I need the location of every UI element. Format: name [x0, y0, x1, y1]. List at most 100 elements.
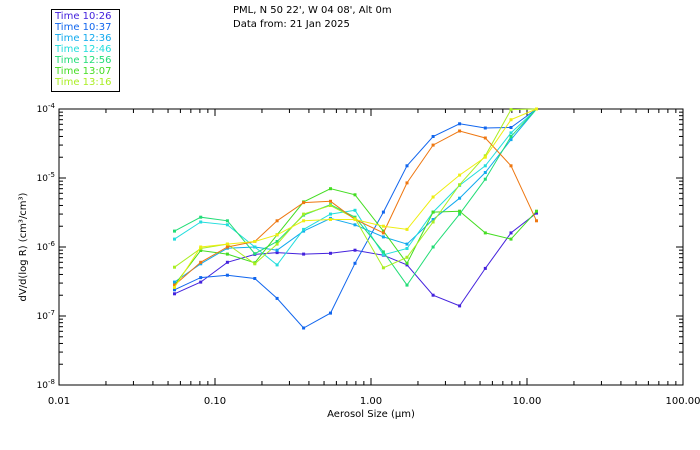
data-point [431, 218, 435, 221]
data-point [483, 136, 487, 140]
data-point [458, 212, 462, 216]
data-point [275, 251, 279, 255]
data-point [302, 229, 306, 233]
data-point [173, 280, 176, 284]
date-header: Data from: 21 Jan 2025 [233, 19, 350, 30]
data-point [173, 292, 176, 296]
data-point [302, 219, 306, 223]
data-point [381, 235, 385, 239]
data-point [353, 261, 357, 265]
legend-entry: Time 12:56 [55, 55, 112, 66]
data-point [199, 215, 203, 219]
legend-entry: Time 12:46 [55, 44, 112, 55]
data-point [253, 277, 257, 280]
y-tick-exponent: -4 [48, 102, 56, 110]
legend: Time 10:26 Time 10:37 Time 12:36 Time 12:46… [51, 9, 120, 92]
data-point [535, 209, 538, 213]
data-point [431, 143, 435, 147]
data-point [329, 204, 332, 207]
data-point [173, 288, 176, 292]
data-point [275, 219, 279, 223]
data-point [329, 187, 332, 191]
data-point [458, 122, 462, 126]
data-point [381, 231, 385, 235]
data-point [405, 255, 409, 259]
data-point [302, 227, 306, 231]
data-point [329, 251, 332, 255]
data-point [225, 242, 229, 246]
data-point [173, 229, 176, 233]
data-point [329, 199, 332, 203]
data-point [275, 248, 279, 252]
data-point [275, 242, 279, 246]
data-point [302, 201, 306, 205]
legend-entry: Time 10:37 [55, 22, 112, 33]
y-tick-exponent: -7 [48, 309, 55, 317]
data-point [509, 118, 513, 122]
data-point [535, 107, 538, 111]
data-point [329, 311, 332, 315]
data-point [173, 237, 176, 241]
data-point [483, 155, 487, 159]
legend-entry: Time 13:07 [55, 66, 112, 77]
data-point [225, 223, 229, 227]
data-point [253, 262, 257, 266]
data-point [405, 283, 409, 287]
data-point [431, 245, 435, 249]
data-point [173, 283, 176, 287]
series-line-5 [174, 108, 537, 286]
data-point [509, 126, 513, 129]
data-point [225, 219, 229, 223]
data-point [225, 245, 229, 249]
data-point [302, 252, 306, 256]
data-point [302, 212, 306, 216]
data-point [509, 135, 513, 138]
y-tick-mantissa: 10 [37, 174, 49, 184]
data-point [329, 218, 332, 221]
data-point [405, 247, 409, 250]
y-tick-label: 10-7 [37, 309, 55, 322]
data-point [458, 173, 462, 177]
data-point [405, 164, 409, 168]
data-point [458, 183, 462, 187]
data-point [381, 210, 385, 214]
y-tick-mantissa: 10 [37, 312, 49, 322]
legend-entry: Time 13:16 [55, 77, 112, 88]
y-tick-label: 10-8 [37, 378, 55, 391]
data-point [458, 129, 462, 133]
data-point [302, 326, 306, 330]
data-point [405, 261, 409, 265]
data-point [458, 304, 462, 308]
data-point [381, 229, 385, 233]
data-point [353, 193, 357, 197]
data-point [483, 164, 487, 168]
series-line-9 [174, 108, 537, 288]
data-point [253, 240, 257, 243]
data-point [458, 196, 462, 200]
x-tick-label: 0.10 [204, 396, 226, 407]
data-point [253, 252, 257, 256]
data-point [483, 266, 487, 270]
data-point [431, 135, 435, 138]
station-header: PML, N 50 22', W 04 08', Alt 0m [233, 5, 392, 16]
y-tick-mantissa: 10 [37, 381, 49, 391]
data-point [405, 227, 409, 231]
x-tick-label: 0.01 [48, 396, 70, 407]
x-tick-label: 1.00 [360, 396, 382, 407]
series-line-6 [174, 188, 537, 286]
data-point [405, 181, 409, 185]
data-point [405, 242, 409, 246]
data-point [431, 220, 435, 224]
data-point [509, 237, 513, 241]
x-axis-label: Aerosol Size (μm) [327, 409, 415, 420]
data-point [275, 296, 279, 300]
data-point [353, 208, 357, 212]
data-point [535, 211, 538, 215]
data-point [253, 245, 257, 249]
data-point [275, 240, 279, 243]
x-tick-label: 10.00 [513, 396, 542, 407]
data-point [535, 219, 538, 223]
x-tick-label: 100.00 [666, 396, 700, 407]
data-point [405, 263, 409, 267]
